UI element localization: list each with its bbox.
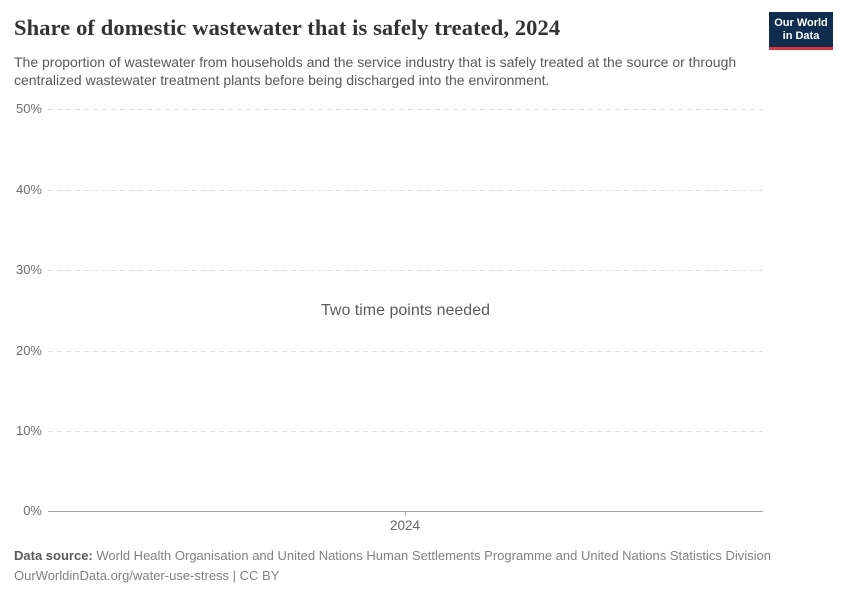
gridline	[48, 190, 763, 191]
y-axis-tick-label: 0%	[23, 503, 42, 518]
x-axis-tick-label: 2024	[389, 518, 421, 533]
data-source-line: Data source: World Health Organisation a…	[14, 546, 814, 566]
page-subtitle: The proportion of wastewater from househ…	[14, 54, 737, 88]
y-axis-tick-label: 50%	[15, 101, 42, 116]
gridline	[48, 109, 763, 110]
gridline	[48, 351, 763, 352]
owid-logo: Our World in Data	[769, 12, 833, 50]
y-axis-tick-label: 10%	[15, 423, 42, 438]
x-axis-tick-mark	[405, 511, 406, 516]
url-license-line: OurWorldinData.org/water-use-stress | CC…	[14, 568, 280, 583]
owid-logo-line2: in Data	[782, 30, 820, 42]
y-axis-tick-label: 20%	[15, 343, 42, 358]
page-title: Share of domestic wastewater that is saf…	[14, 15, 561, 40]
owid-logo-line1: Our World	[774, 17, 828, 29]
gridline	[48, 270, 763, 271]
data-source-label: Data source:	[14, 548, 93, 563]
gridline	[48, 431, 763, 432]
data-source-text: World Health Organisation and United Nat…	[92, 548, 771, 563]
y-axis-tick-label: 30%	[15, 262, 42, 277]
chart-footer: Data source: World Health Organisation a…	[14, 546, 814, 586]
y-axis-tick-label: 40%	[15, 182, 42, 197]
empty-state-message: Two time points needed	[321, 302, 490, 319]
